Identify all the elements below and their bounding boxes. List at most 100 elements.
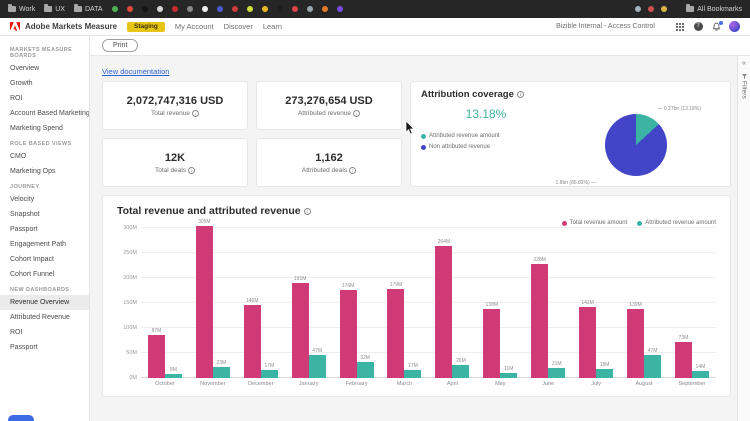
favicon-icon[interactable] bbox=[648, 6, 655, 12]
bookmark-folder-work[interactable]: Work bbox=[8, 4, 35, 13]
favicon-icon[interactable] bbox=[276, 6, 283, 12]
sidebar-item-velocity[interactable]: Velocity bbox=[10, 196, 35, 203]
gridline bbox=[141, 277, 716, 278]
sidebar-item-passport[interactable]: Passport bbox=[10, 226, 38, 233]
legend-item-attributed[interactable]: Attributed revenue amount bbox=[421, 133, 551, 139]
bar-total-revenue-amount[interactable] bbox=[674, 341, 692, 378]
bar-total-revenue-amount[interactable] bbox=[483, 309, 501, 378]
bar-total-revenue-amount[interactable] bbox=[339, 290, 357, 378]
bar-attributed-revenue-amount[interactable] bbox=[596, 369, 614, 378]
kpi-label: Attributed deals bbox=[301, 166, 348, 174]
attribution-pie-chart[interactable] bbox=[604, 114, 667, 176]
view-documentation-link[interactable]: View documentation bbox=[102, 67, 170, 76]
bar-total-revenue-amount[interactable] bbox=[579, 307, 597, 378]
favicon-icon[interactable] bbox=[336, 6, 343, 12]
sidebar-item-marketing-ops[interactable]: Marketing Ops bbox=[10, 168, 56, 175]
favicon-icon[interactable] bbox=[201, 6, 208, 12]
sidebar-item-growth[interactable]: Growth bbox=[10, 80, 33, 87]
bar-attributed-revenue-amount[interactable] bbox=[500, 372, 518, 378]
info-icon[interactable] bbox=[192, 109, 200, 117]
bar-attributed-revenue-amount[interactable] bbox=[691, 371, 709, 378]
sidebar-item-account-based-marketing[interactable]: Account Based Marketing bbox=[10, 110, 90, 117]
favicon-icon[interactable] bbox=[111, 6, 118, 12]
bookmark-folder-ux[interactable]: UX bbox=[44, 4, 65, 13]
favicon-icon[interactable] bbox=[321, 6, 328, 12]
sidebar-item-attributed-revenue[interactable]: Attributed Revenue bbox=[10, 314, 70, 321]
bar-attributed-revenue-amount[interactable] bbox=[260, 369, 278, 378]
bar-attributed-revenue-amount[interactable] bbox=[644, 354, 662, 378]
user-avatar[interactable] bbox=[729, 21, 740, 32]
sidebar-item-marketing-spend[interactable]: Marketing Spend bbox=[10, 125, 63, 132]
favicon-icon[interactable] bbox=[231, 6, 238, 12]
nav-item-learn[interactable]: Learn bbox=[262, 22, 283, 31]
favicon-icon[interactable] bbox=[171, 6, 178, 12]
info-icon[interactable] bbox=[516, 91, 524, 98]
bar-attributed-revenue-amount[interactable] bbox=[212, 366, 230, 378]
bar-value-label: 146M bbox=[246, 298, 259, 304]
bar-total-revenue-amount[interactable] bbox=[387, 288, 405, 378]
apps-grid-icon[interactable] bbox=[675, 22, 685, 32]
bar-total-revenue-amount[interactable] bbox=[531, 264, 549, 378]
favicon-icon[interactable] bbox=[306, 6, 313, 12]
pie-slice-label: 0.27bn (13.18%) bbox=[658, 106, 701, 112]
legend-item-total-revenue[interactable]: Total revenue amount bbox=[561, 220, 627, 226]
all-bookmarks-button[interactable]: All Bookmarks bbox=[686, 4, 742, 13]
sidebar-item-engagement-path[interactable]: Engagement Path bbox=[10, 241, 67, 248]
sidebar-item-roi[interactable]: ROI bbox=[10, 329, 23, 336]
info-icon[interactable] bbox=[188, 166, 196, 174]
bar-attributed-revenue-amount[interactable] bbox=[548, 367, 566, 378]
bar-attributed-revenue-amount[interactable] bbox=[452, 365, 470, 378]
dashboard-content: View documentation 2,072,747,316 USD Tot… bbox=[90, 56, 737, 421]
all-bookmarks-label: All Bookmarks bbox=[697, 5, 742, 13]
bookmark-folder-data[interactable]: DATA bbox=[73, 4, 103, 13]
info-icon[interactable] bbox=[353, 109, 361, 117]
sidebar-item-cmo[interactable]: CMO bbox=[10, 153, 27, 160]
sidebar-item-cohort-impact[interactable]: Cohort Impact bbox=[10, 256, 54, 263]
staging-badge[interactable]: Staging bbox=[127, 21, 165, 32]
favicon-icon[interactable] bbox=[635, 6, 642, 12]
print-button[interactable]: Print bbox=[102, 39, 139, 52]
kpi-card-total-revenue: 2,072,747,316 USD Total revenue bbox=[102, 81, 248, 130]
sidebar-item-snapshot[interactable]: Snapshot bbox=[10, 211, 40, 218]
bar-total-revenue-amount[interactable] bbox=[147, 334, 165, 378]
bar-attributed-revenue-amount[interactable] bbox=[404, 369, 422, 378]
legend-item-attributed-revenue[interactable]: Attributed revenue amount bbox=[637, 220, 716, 226]
bar-attributed-revenue-amount[interactable] bbox=[164, 374, 182, 378]
sidebar-item-passport[interactable]: Passport bbox=[10, 344, 38, 351]
favicon-icon[interactable] bbox=[141, 6, 148, 12]
bar-total-revenue-amount[interactable] bbox=[627, 308, 645, 378]
sidebar-item-cohort-funnel[interactable]: Cohort Funnel bbox=[10, 271, 55, 278]
filters-rail-label[interactable]: Filters bbox=[741, 74, 748, 99]
pie-chart-area: 0.27bn (13.18%) 1.8bn (86.82%) bbox=[551, 102, 720, 186]
favicon-icon[interactable] bbox=[216, 6, 223, 12]
chat-widget-button[interactable] bbox=[8, 415, 34, 421]
favicon-icon[interactable] bbox=[291, 6, 298, 12]
bar-attributed-revenue-amount[interactable] bbox=[308, 354, 326, 378]
info-icon[interactable] bbox=[349, 166, 357, 174]
nav-item-discover[interactable]: Discover bbox=[223, 22, 253, 31]
bar-attributed-revenue-amount[interactable] bbox=[356, 362, 374, 378]
sidebar-item-revenue-overview[interactable]: Revenue Overview bbox=[0, 295, 89, 310]
y-axis-tick: 0M bbox=[129, 375, 137, 381]
chart-legend: Total revenue amount Attributed revenue … bbox=[117, 220, 716, 226]
notifications-bell-icon[interactable] bbox=[711, 20, 723, 32]
favicon-icon[interactable] bbox=[186, 6, 193, 12]
bar-total-revenue-amount[interactable] bbox=[243, 305, 261, 378]
info-icon[interactable] bbox=[303, 207, 311, 215]
favicon-icon[interactable] bbox=[261, 6, 268, 12]
bar-total-revenue-amount[interactable] bbox=[435, 246, 453, 378]
favicon-icon[interactable] bbox=[156, 6, 163, 12]
collapse-rail-icon[interactable]: « bbox=[742, 60, 746, 67]
sidebar-item-roi[interactable]: ROI bbox=[10, 95, 23, 102]
favicon-icon[interactable] bbox=[126, 6, 133, 12]
bar-total-revenue-amount[interactable] bbox=[291, 282, 309, 378]
kpi-grid: 2,072,747,316 USD Total revenue 273,276,… bbox=[102, 81, 402, 187]
favicon-icon[interactable] bbox=[661, 6, 668, 12]
y-axis-tick: 50M bbox=[126, 350, 137, 356]
sidebar-item-overview[interactable]: Overview bbox=[10, 65, 40, 72]
nav-item-my-account[interactable]: My Account bbox=[174, 22, 214, 31]
favicon-icon[interactable] bbox=[246, 6, 253, 12]
legend-item-non-attributed[interactable]: Non attributed revenue bbox=[421, 144, 551, 150]
help-icon[interactable]: ? bbox=[693, 22, 703, 32]
bar-total-revenue-amount[interactable] bbox=[195, 225, 213, 378]
